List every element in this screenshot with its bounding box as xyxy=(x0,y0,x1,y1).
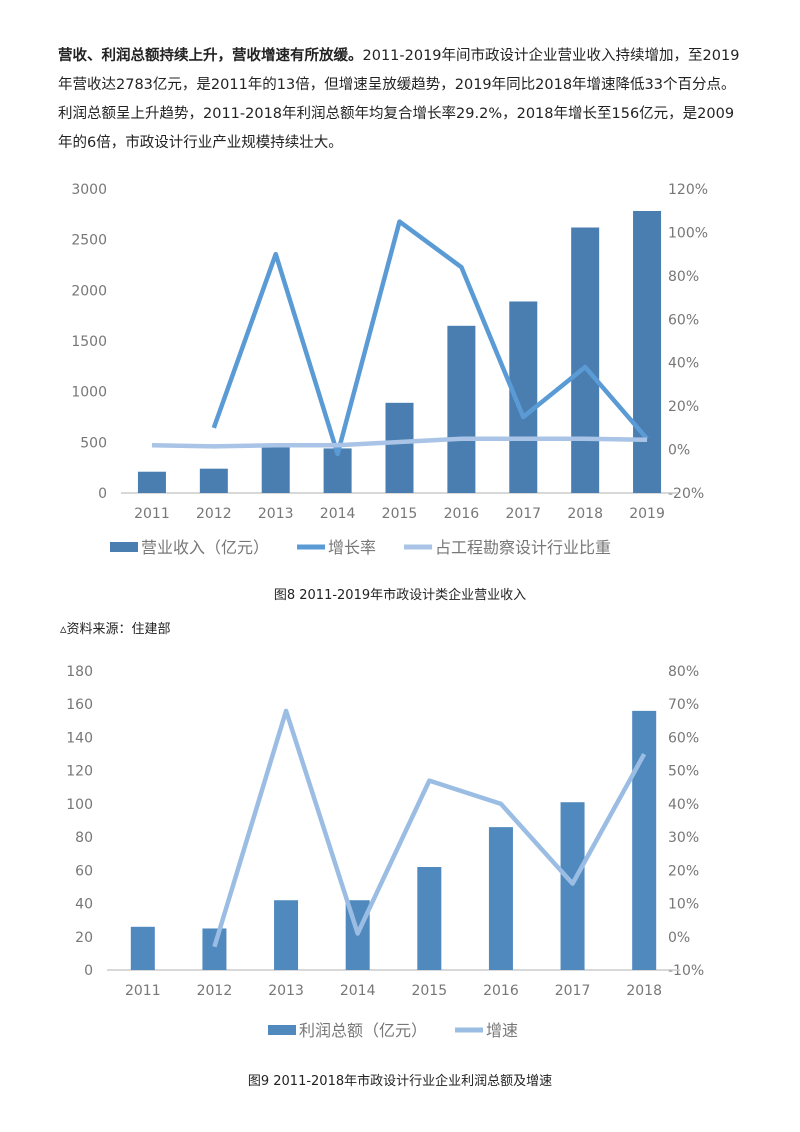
left-axis-tick: 3000 xyxy=(71,182,107,198)
x-axis-tick: 2014 xyxy=(320,506,356,522)
legend-swatch-bar xyxy=(268,1025,296,1035)
left-axis-tick: 180 xyxy=(66,664,93,680)
revenue-chart: 0 500 1000 1500 2000 2500 3000 -20% 0% 20% 40% 60% 8… xyxy=(71,182,708,557)
bar-2015 xyxy=(417,867,442,970)
right-axis-tick: 100% xyxy=(668,225,708,241)
legend-swatch-bar xyxy=(110,542,138,552)
left-axis-tick: 0 xyxy=(98,486,107,502)
x-axis-tick: 2016 xyxy=(483,983,519,999)
bar-2018 xyxy=(632,710,657,970)
left-axis-tick: 40 xyxy=(75,897,93,913)
left-axis-tick: 140 xyxy=(66,730,93,746)
x-axis-tick: 2018 xyxy=(567,506,603,522)
left-axis-tick: 1000 xyxy=(71,385,107,401)
right-axis-tick: 40% xyxy=(668,356,699,372)
x-axis-tick: 2015 xyxy=(411,983,447,999)
bar-2019 xyxy=(633,210,662,494)
bar-2013 xyxy=(261,447,290,493)
figure-9-caption: 图9 2011-2018年市政设计行业企业利润总额及增速 xyxy=(247,1074,553,1089)
bar-2018 xyxy=(571,227,600,494)
x-axis-tick: 2018 xyxy=(626,983,662,999)
x-axis-tick: 2017 xyxy=(505,506,541,522)
left-axis-tick: 0 xyxy=(84,963,93,979)
left-axis-tick: 60 xyxy=(75,863,93,879)
right-axis-tick: -10% xyxy=(668,963,704,979)
left-axis-tick: 1500 xyxy=(71,334,107,350)
left-axis-tick: 120 xyxy=(66,764,93,780)
right-axis-tick: 10% xyxy=(668,897,699,913)
left-axis-tick: 500 xyxy=(80,435,107,451)
figure-8-caption: 图8 2011-2019年市政设计类企业营业收入 xyxy=(273,588,527,603)
x-axis-tick: 2016 xyxy=(444,506,480,522)
left-axis-tick: 2500 xyxy=(71,233,107,249)
left-axis-tick: 20 xyxy=(75,930,93,946)
bar-2013 xyxy=(274,900,299,970)
right-axis-tick: 60% xyxy=(668,730,699,746)
right-axis-tick: 20% xyxy=(668,399,699,415)
legend-label: 占工程勘察设计行业比重 xyxy=(435,538,611,557)
right-axis-tick: -20% xyxy=(668,486,704,502)
x-axis-tick: 2013 xyxy=(258,506,294,522)
x-axis-tick: 2015 xyxy=(382,506,418,522)
x-axis-tick: 2019 xyxy=(629,506,665,522)
line-series-1 xyxy=(211,219,649,457)
bar-2012 xyxy=(202,928,227,970)
left-axis-tick: 160 xyxy=(66,697,93,713)
right-axis-tick: 60% xyxy=(668,312,699,328)
paragraph-body: 2011-2019年间市政设计企业营业收入持续增加，至2019年营收达2783亿… xyxy=(58,48,740,151)
source-note: ▵资料来源：住建部 xyxy=(60,622,171,637)
bar-2017 xyxy=(560,802,585,970)
x-axis-tick: 2012 xyxy=(196,506,232,522)
bar-2015 xyxy=(385,402,414,493)
right-axis-tick: 0% xyxy=(668,443,690,459)
bar-2011 xyxy=(130,926,155,970)
legend-label: 增速 xyxy=(486,1021,518,1040)
x-axis-tick: 2013 xyxy=(268,983,304,999)
right-axis-tick: 80% xyxy=(668,664,699,680)
left-axis-tick: 2000 xyxy=(71,283,107,299)
x-axis-tick: 2012 xyxy=(197,983,233,999)
bar-2016 xyxy=(488,827,513,970)
right-axis-tick: 120% xyxy=(668,182,708,198)
bar-2016 xyxy=(447,325,476,493)
left-axis-tick: 80 xyxy=(75,830,93,846)
legend-label: 营业收入（亿元） xyxy=(141,538,269,557)
right-axis-tick: 50% xyxy=(668,764,699,780)
right-axis-tick: 70% xyxy=(668,697,699,713)
profit-chart: 0 20 40 60 80 100 120 140 160 180 -10% 0% 10% 20% 30% 4… xyxy=(66,664,704,1040)
right-axis-tick: 20% xyxy=(668,863,699,879)
left-axis-tick: 100 xyxy=(66,797,93,813)
right-axis-tick: 40% xyxy=(668,797,699,813)
bar-2012 xyxy=(199,468,228,493)
x-axis-tick: 2017 xyxy=(555,983,591,999)
paragraph-heading: 营收、利润总额持续上升，营收增速有所放缓。 xyxy=(58,48,363,64)
right-axis-tick: 80% xyxy=(668,269,699,285)
summary-paragraph: 营收、利润总额持续上升，营收增速有所放缓。2011-2019年间市政设计企业营业… xyxy=(58,42,748,158)
right-axis-tick: 0% xyxy=(668,930,690,946)
x-axis-tick: 2011 xyxy=(134,506,170,522)
x-axis-tick: 2014 xyxy=(340,983,376,999)
legend-label: 增长率 xyxy=(328,538,376,557)
bar-2011 xyxy=(137,471,166,493)
right-axis-tick: 30% xyxy=(668,830,699,846)
legend-label: 利润总额（亿元） xyxy=(299,1021,427,1040)
x-axis-tick: 2011 xyxy=(125,983,161,999)
